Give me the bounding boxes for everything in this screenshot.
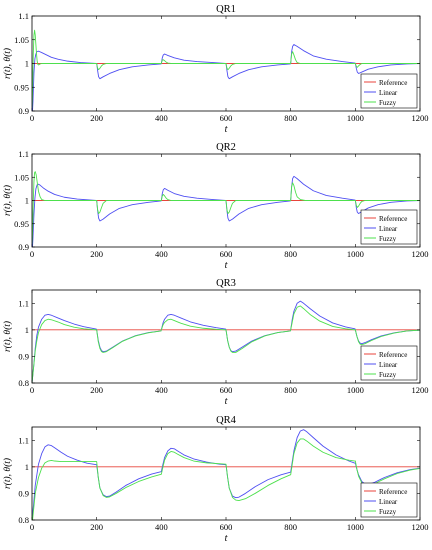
x-tick-label: 1200 — [412, 249, 429, 259]
series-line-linear — [32, 175, 420, 247]
plot-area — [32, 427, 420, 520]
legend-label-linear: Linear — [379, 361, 398, 369]
x-tick-label: 400 — [155, 249, 168, 259]
legend: Reference Linear Fuzzy — [360, 73, 418, 109]
legend-label-reference: Reference — [379, 79, 407, 87]
x-tick-label: 200 — [90, 522, 103, 532]
y-tick-label: 1.1 — [18, 435, 29, 445]
legend-label-reference: Reference — [379, 488, 407, 496]
chart-title: QR1 — [216, 4, 236, 15]
y-tick-label: 0.9 — [18, 351, 29, 361]
y-axis-label: r(t), θ(t) — [2, 185, 13, 216]
x-tick-label: 0 — [30, 249, 34, 259]
legend: Reference Linear Fuzzy — [360, 482, 418, 518]
series-group — [32, 29, 420, 111]
y-axis-label: r(t), θ(t) — [2, 321, 13, 352]
x-tick-label: 1000 — [347, 385, 364, 395]
legend-label-linear: Linear — [379, 498, 398, 506]
y-tick-label: 1.1 — [18, 149, 29, 159]
x-axis-label: t — [225, 260, 228, 271]
x-tick-label: 1000 — [347, 113, 364, 123]
series-line-fuzzy — [32, 29, 420, 111]
x-tick-label: 600 — [220, 113, 233, 123]
chart-title: QR2 — [216, 142, 236, 153]
x-tick-label: 0 — [30, 522, 34, 532]
y-tick-label: 0.9 — [18, 488, 29, 498]
x-tick-label: 600 — [220, 249, 233, 259]
y-axis-label: r(t), θ(t) — [2, 458, 13, 489]
x-tick-label: 800 — [284, 249, 297, 259]
x-tick-label: 1200 — [412, 113, 429, 123]
y-tick-label: 1.1 — [18, 11, 29, 21]
x-tick-label: 200 — [90, 385, 103, 395]
chart-panel-2: 0 200 400 600 800 1000 1200 0.9 0.95 1 1.05 1.1 QR2 t… — [2, 142, 429, 271]
x-tick-label: 800 — [284, 385, 297, 395]
legend-label-linear: Linear — [379, 89, 398, 97]
x-tick-label: 1200 — [412, 522, 429, 532]
x-tick-label: 400 — [155, 385, 168, 395]
y-tick-label: 0.8 — [18, 378, 29, 388]
x-tick-label: 0 — [30, 113, 34, 123]
x-tick-label: 200 — [90, 249, 103, 259]
x-axis-label: t — [225, 533, 228, 544]
chart-panel-3: 0 200 400 600 800 1000 1200 0.8 0.9 1 1.1 QR3 t r(t),… — [2, 278, 429, 407]
legend: Reference Linear Fuzzy — [360, 345, 418, 381]
x-tick-label: 400 — [155, 522, 168, 532]
legend-label-fuzzy: Fuzzy — [379, 508, 397, 516]
x-tick-label: 600 — [220, 522, 233, 532]
y-tick-label: 1 — [25, 462, 29, 472]
y-tick-label: 0.9 — [18, 242, 29, 252]
series-line-fuzzy — [32, 171, 420, 247]
series-line-fuzzy — [32, 438, 420, 520]
y-tick-label: 1 — [25, 325, 29, 335]
series-line-linear — [32, 429, 420, 520]
x-tick-label: 1200 — [412, 385, 429, 395]
series-line-linear — [32, 300, 420, 383]
x-tick-label: 1000 — [347, 522, 364, 532]
series-group — [32, 429, 420, 520]
legend-label-linear: Linear — [379, 225, 398, 233]
x-axis-label: t — [225, 396, 228, 407]
legend: Reference Linear Fuzzy — [360, 209, 418, 245]
x-axis-label: t — [225, 124, 228, 135]
legend-label-reference: Reference — [379, 351, 407, 359]
series-line-linear — [32, 44, 420, 111]
y-tick-label: 1 — [25, 59, 29, 69]
x-tick-label: 800 — [284, 522, 297, 532]
x-tick-label: 200 — [90, 113, 103, 123]
legend-label-fuzzy: Fuzzy — [379, 235, 397, 243]
y-axis-label: r(t), θ(t) — [2, 48, 13, 79]
y-tick-label: 1.1 — [18, 298, 29, 308]
chart-title: QR3 — [216, 278, 236, 289]
x-tick-label: 600 — [220, 385, 233, 395]
legend-label-reference: Reference — [379, 215, 407, 223]
y-tick-label: 0.95 — [14, 82, 29, 92]
x-tick-label: 400 — [155, 113, 168, 123]
series-group — [32, 300, 420, 383]
chart-panel-4: 0 200 400 600 800 1000 1200 0.8 0.9 1 1.1 QR4 t r(t),… — [2, 415, 429, 544]
legend-label-fuzzy: Fuzzy — [379, 371, 397, 379]
chart-title: QR4 — [216, 415, 237, 426]
series-line-fuzzy — [32, 305, 420, 383]
y-tick-label: 1.05 — [14, 172, 29, 182]
x-tick-label: 1000 — [347, 249, 364, 259]
y-tick-label: 0.9 — [18, 106, 29, 116]
plot-area — [32, 290, 420, 383]
y-tick-label: 0.8 — [18, 515, 29, 525]
y-tick-label: 1.05 — [14, 35, 29, 45]
chart-panel-1: 0 200 400 600 800 1000 1200 0.9 0.95 1 1.05 1.1 QR1 t… — [2, 4, 429, 135]
y-tick-label: 0.95 — [14, 219, 29, 229]
y-tick-label: 1 — [25, 196, 29, 206]
series-group — [32, 171, 420, 247]
x-tick-label: 800 — [284, 113, 297, 123]
x-tick-label: 0 — [30, 385, 34, 395]
legend-label-fuzzy: Fuzzy — [379, 99, 397, 107]
